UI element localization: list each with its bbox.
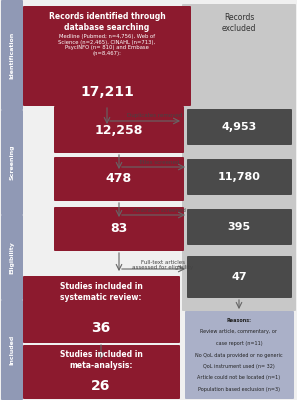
FancyBboxPatch shape — [185, 311, 294, 399]
FancyBboxPatch shape — [1, 215, 23, 300]
FancyBboxPatch shape — [1, 300, 23, 400]
FancyBboxPatch shape — [187, 209, 292, 245]
Text: Full-text articles
assessed for eligibility: Full-text articles assessed for eligibil… — [132, 260, 194, 270]
Text: Medline (Pubmed; n=4,756), Web of
Science (n=2,465), CINAHL (n=713),
PsycINFO (n: Medline (Pubmed; n=4,756), Web of Scienc… — [59, 34, 156, 56]
Text: Records
excluded: Records excluded — [222, 13, 256, 33]
Text: 83: 83 — [110, 222, 128, 236]
Text: 478: 478 — [106, 172, 132, 186]
Text: 11,780: 11,780 — [218, 172, 260, 182]
FancyBboxPatch shape — [54, 207, 184, 251]
Text: Records identified through
database searching: Records identified through database sear… — [49, 12, 165, 32]
FancyBboxPatch shape — [1, 110, 23, 215]
Text: Abstracts screened: Abstracts screened — [132, 208, 185, 212]
Text: Eligibility: Eligibility — [10, 241, 15, 274]
Text: 47: 47 — [231, 272, 247, 282]
FancyBboxPatch shape — [1, 0, 23, 110]
Text: 17,211: 17,211 — [80, 85, 134, 99]
Text: Screening: Screening — [10, 145, 15, 180]
FancyBboxPatch shape — [187, 109, 292, 145]
FancyBboxPatch shape — [23, 345, 180, 399]
Text: case report (n=11): case report (n=11) — [216, 341, 262, 346]
FancyBboxPatch shape — [182, 4, 296, 311]
Text: Population based exclusion (n=3): Population based exclusion (n=3) — [198, 387, 280, 392]
Text: 12,258: 12,258 — [95, 124, 143, 136]
Text: 395: 395 — [228, 222, 251, 232]
Text: 4,953: 4,953 — [221, 122, 257, 132]
Text: No QoL data provided or no generic: No QoL data provided or no generic — [195, 352, 283, 358]
Text: Titles screened: Titles screened — [138, 160, 180, 164]
Text: Review article, commentary, or: Review article, commentary, or — [200, 330, 277, 334]
FancyBboxPatch shape — [23, 276, 180, 343]
Text: Studies included in
systematic review:: Studies included in systematic review: — [60, 282, 143, 302]
FancyBboxPatch shape — [54, 106, 184, 153]
Text: Reasons:: Reasons: — [227, 318, 252, 323]
FancyBboxPatch shape — [54, 157, 184, 201]
FancyBboxPatch shape — [187, 159, 292, 195]
Text: Identification: Identification — [10, 31, 15, 79]
Text: Studies included in
meta-analysis:: Studies included in meta-analysis: — [60, 350, 143, 370]
FancyBboxPatch shape — [187, 256, 292, 298]
Text: Article could not be located (n=1): Article could not be located (n=1) — [198, 376, 281, 380]
Text: Included: Included — [10, 335, 15, 365]
FancyBboxPatch shape — [23, 6, 191, 106]
Text: QoL instrument used (n= 32): QoL instrument used (n= 32) — [203, 364, 275, 369]
Text: Duplicates removed: Duplicates removed — [127, 114, 183, 118]
Text: 36: 36 — [91, 321, 110, 335]
Text: 26: 26 — [91, 379, 111, 393]
